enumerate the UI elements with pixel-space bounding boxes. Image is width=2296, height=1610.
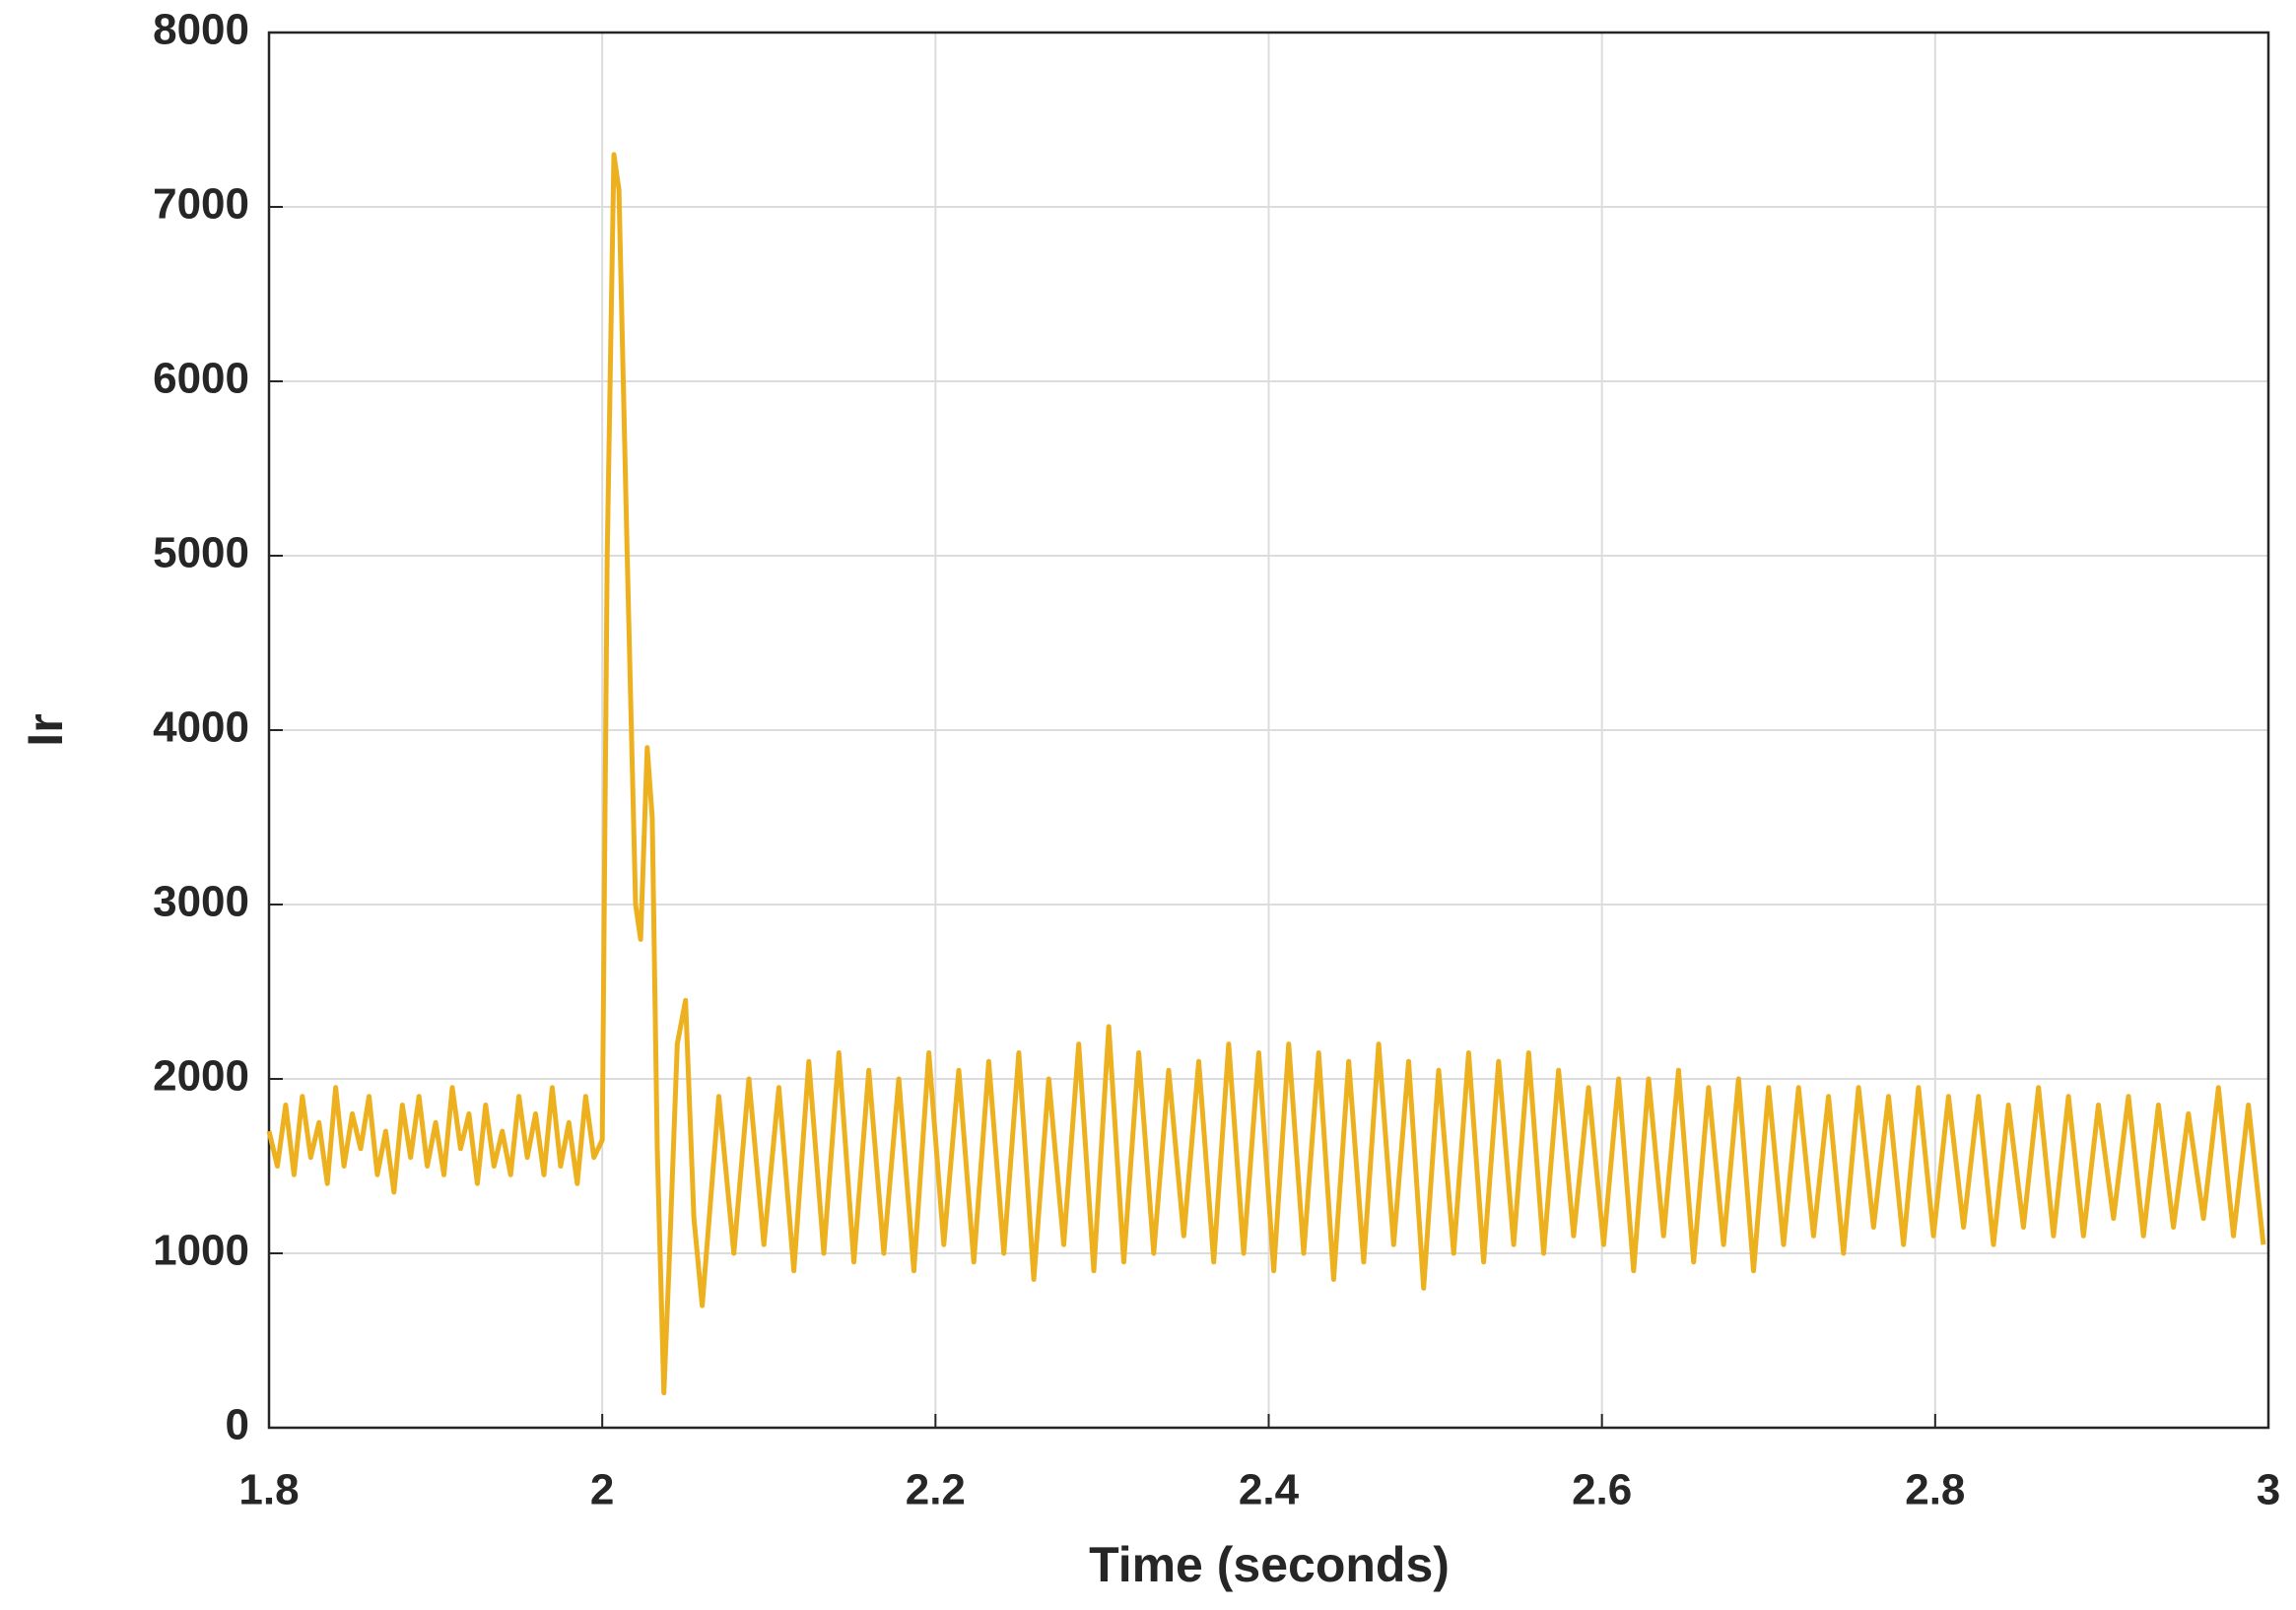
y-tick-label: 4000 xyxy=(153,704,249,752)
x-tick-label: 1.8 xyxy=(238,1466,299,1514)
x-axis-label: Time (seconds) xyxy=(1089,1537,1450,1592)
y-axis-label: Ir xyxy=(18,713,73,746)
data-line xyxy=(266,152,2266,1396)
y-tick-label: 1000 xyxy=(153,1227,249,1275)
x-tick-label: 2.4 xyxy=(1239,1466,1300,1514)
x-tick-label: 2.6 xyxy=(1572,1466,1632,1514)
y-tick-label: 0 xyxy=(226,1401,249,1449)
x-tick-label: 3 xyxy=(2257,1466,2280,1514)
x-tick-label: 2.8 xyxy=(1905,1466,1965,1514)
plot-frame xyxy=(267,31,2270,1430)
y-tick-label: 6000 xyxy=(153,355,249,403)
y-tick-label: 5000 xyxy=(153,529,249,577)
y-tick-label: 7000 xyxy=(153,180,249,229)
y-tick-label: 8000 xyxy=(153,6,249,54)
x-tick-label: 2 xyxy=(590,1466,614,1514)
y-tick-label: 3000 xyxy=(153,878,249,926)
x-tick-label: 2.2 xyxy=(906,1466,966,1514)
y-tick-label: 2000 xyxy=(153,1052,249,1101)
